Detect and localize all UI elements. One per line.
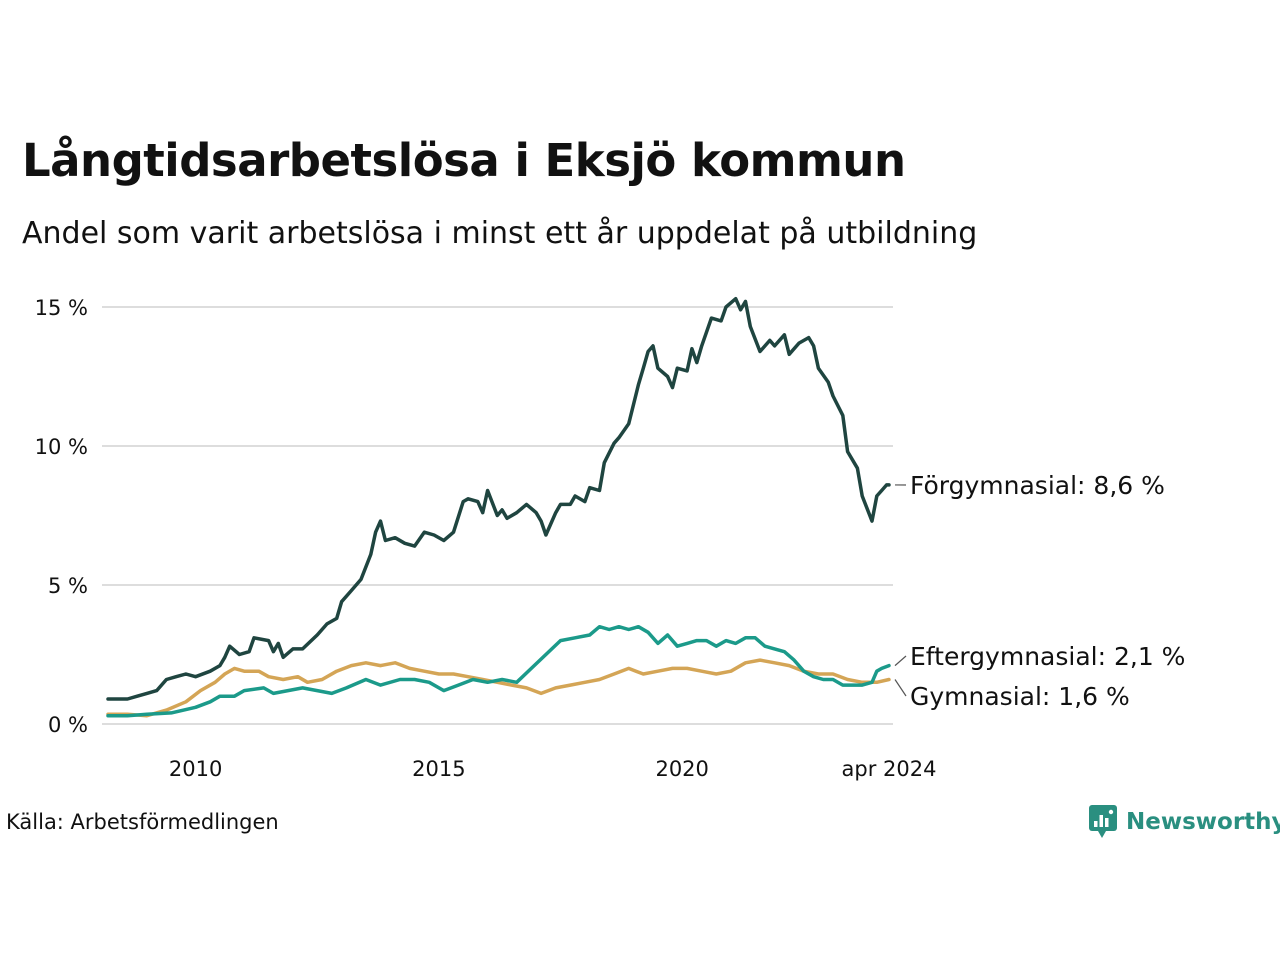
series-line-förgymnasial <box>106 296 891 701</box>
end-label-gymnasial: Gymnasial: 1,6 % <box>910 682 1130 711</box>
end-label-förgymnasial: Förgymnasial: 8,6 % <box>910 471 1165 500</box>
newsworthy-logo: Newsworthy <box>1088 804 1280 840</box>
chart-subtitle: Andel som varit arbetslösa i minst ett å… <box>22 216 978 251</box>
newsworthy-logo-icon <box>1089 805 1117 838</box>
source-note: Källa: Arbetsförmedlingen <box>6 810 279 834</box>
x-tick-label: 2020 <box>655 757 708 781</box>
y-axis: 0 % 5 % 10 % 15 % <box>35 296 88 737</box>
y-tick-label: 15 % <box>35 296 88 320</box>
end-labels: Förgymnasial: 8,6 % Eftergymnasial: 2,1 %… <box>894 471 1185 711</box>
gridlines <box>102 306 893 725</box>
newsworthy-logo-text: Newsworthy <box>1126 809 1280 835</box>
y-tick-label: 0 % <box>48 713 88 737</box>
x-tick-label: 2010 <box>169 757 222 781</box>
y-tick-label: 10 % <box>35 435 88 459</box>
series-lines <box>106 296 891 718</box>
x-tick-label: 2015 <box>412 757 465 781</box>
series-line-gymnasial <box>106 658 891 718</box>
series-line-eftergymnasial <box>106 624 891 718</box>
end-label-eftergymnasial: Eftergymnasial: 2,1 % <box>910 642 1185 671</box>
x-tick-label: apr 2024 <box>842 757 937 781</box>
end-label-leader <box>894 655 907 667</box>
x-axis: 2010 2015 2020 apr 2024 <box>169 757 937 781</box>
end-label-leader <box>894 679 907 697</box>
chart-title: Långtidsarbetslösa i Eksjö kommun <box>22 134 906 187</box>
y-tick-label: 5 % <box>48 574 88 598</box>
